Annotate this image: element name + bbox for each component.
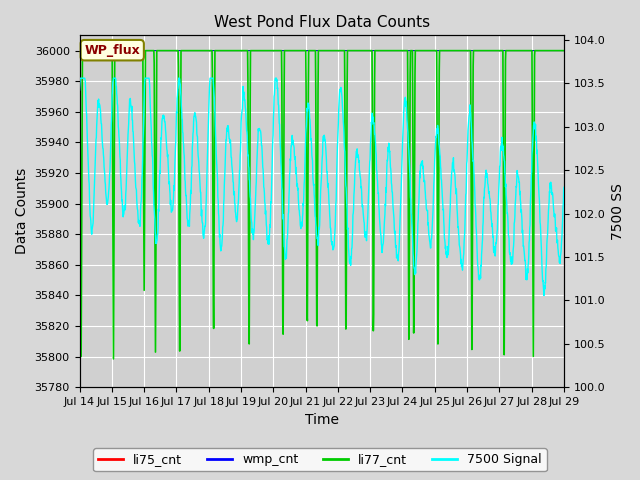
Y-axis label: 7500 SS: 7500 SS [611, 183, 625, 240]
Legend: li75_cnt, wmp_cnt, li77_cnt, 7500 Signal: li75_cnt, wmp_cnt, li77_cnt, 7500 Signal [93, 448, 547, 471]
Text: WP_flux: WP_flux [84, 44, 140, 57]
Y-axis label: Data Counts: Data Counts [15, 168, 29, 254]
X-axis label: Time: Time [305, 413, 339, 427]
Title: West Pond Flux Data Counts: West Pond Flux Data Counts [214, 15, 430, 30]
